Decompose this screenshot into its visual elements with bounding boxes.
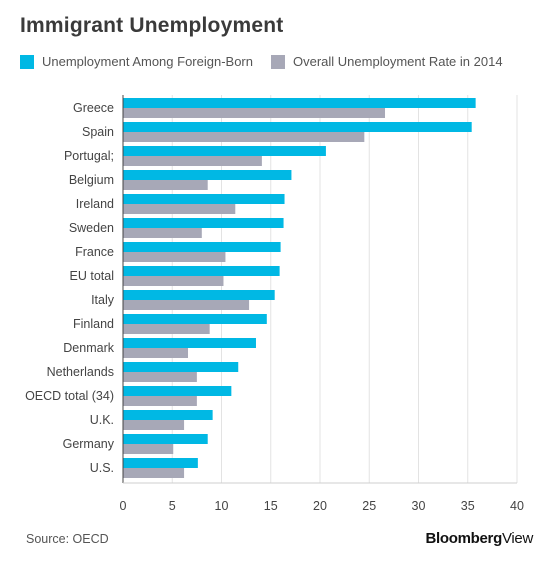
- category-label-12: OECD total (34): [25, 389, 114, 403]
- bar-overall-14: [123, 444, 174, 454]
- bar-overall-2: [123, 156, 262, 166]
- bar-overall-9: [123, 324, 210, 334]
- category-label-13: U.K.: [90, 413, 114, 427]
- x-tick-label-10: 10: [215, 499, 229, 513]
- bar-overall-3: [123, 180, 208, 190]
- bar-overall-13: [123, 420, 185, 430]
- bar-overall-15: [123, 468, 185, 478]
- x-tick-label-20: 20: [313, 499, 327, 513]
- bar-foreign-born-4: [123, 194, 285, 204]
- category-label-10: Denmark: [63, 341, 114, 355]
- category-label-5: Sweden: [69, 221, 114, 235]
- bar-foreign-born-11: [123, 362, 239, 372]
- bar-overall-10: [123, 348, 189, 358]
- brand-light: View: [501, 530, 533, 547]
- bar-overall-6: [123, 252, 226, 262]
- bar-overall-5: [123, 228, 202, 238]
- category-label-7: EU total: [70, 269, 114, 283]
- bar-foreign-born-1: [123, 122, 472, 132]
- bar-foreign-born-8: [123, 290, 275, 300]
- legend-label-overall: Overall Unemployment Rate in 2014: [293, 54, 503, 69]
- bar-foreign-born-15: [123, 458, 198, 468]
- x-tick-label-0: 0: [120, 499, 127, 513]
- bar-overall-7: [123, 276, 224, 286]
- category-label-9: Finland: [73, 317, 114, 331]
- x-tick-label-30: 30: [412, 499, 426, 513]
- bar-foreign-born-6: [123, 242, 281, 252]
- bar-foreign-born-5: [123, 218, 284, 228]
- bar-overall-12: [123, 396, 197, 406]
- x-tick-label-40: 40: [510, 499, 524, 513]
- bar-foreign-born-14: [123, 434, 208, 444]
- legend-label-foreign-born: Unemployment Among Foreign-Born: [42, 54, 253, 69]
- bar-overall-8: [123, 300, 250, 310]
- category-label-0: Greece: [73, 101, 114, 115]
- legend-item-foreign-born: Unemployment Among Foreign-Born: [20, 54, 253, 69]
- category-label-3: Belgium: [69, 173, 114, 187]
- source-note: Source: OECD: [26, 532, 109, 546]
- bar-foreign-born-0: [123, 98, 476, 108]
- bar-foreign-born-12: [123, 386, 232, 396]
- bar-overall-11: [123, 372, 197, 382]
- legend-swatch-overall: [271, 54, 285, 69]
- category-label-4: Ireland: [76, 197, 114, 211]
- bar-foreign-born-13: [123, 410, 213, 420]
- bar-overall-1: [123, 132, 365, 142]
- category-label-1: Spain: [82, 125, 114, 139]
- bar-foreign-born-3: [123, 170, 292, 180]
- category-label-14: Germany: [63, 437, 115, 451]
- x-tick-label-25: 25: [362, 499, 376, 513]
- x-tick-label-35: 35: [461, 499, 475, 513]
- brand-logo: BloombergView: [425, 530, 533, 547]
- category-label-11: Netherlands: [47, 365, 114, 379]
- bar-foreign-born-7: [123, 266, 280, 276]
- legend-item-overall: Overall Unemployment Rate in 2014: [271, 54, 503, 69]
- bar-foreign-born-9: [123, 314, 267, 324]
- category-label-2: Portugal;: [64, 149, 114, 163]
- category-label-6: France: [75, 245, 114, 259]
- bar-foreign-born-2: [123, 146, 326, 156]
- x-tick-label-5: 5: [169, 499, 176, 513]
- x-tick-label-15: 15: [264, 499, 278, 513]
- category-label-15: U.S.: [90, 461, 114, 475]
- legend: Unemployment Among Foreign-Born Overall …: [20, 54, 521, 69]
- chart-title: Immigrant Unemployment: [20, 14, 284, 37]
- bar-overall-4: [123, 204, 236, 214]
- bar-overall-0: [123, 108, 386, 118]
- legend-swatch-foreign-born: [20, 54, 34, 69]
- bar-foreign-born-10: [123, 338, 256, 348]
- brand-bold: Bloomberg: [425, 530, 502, 547]
- category-label-8: Italy: [91, 293, 115, 307]
